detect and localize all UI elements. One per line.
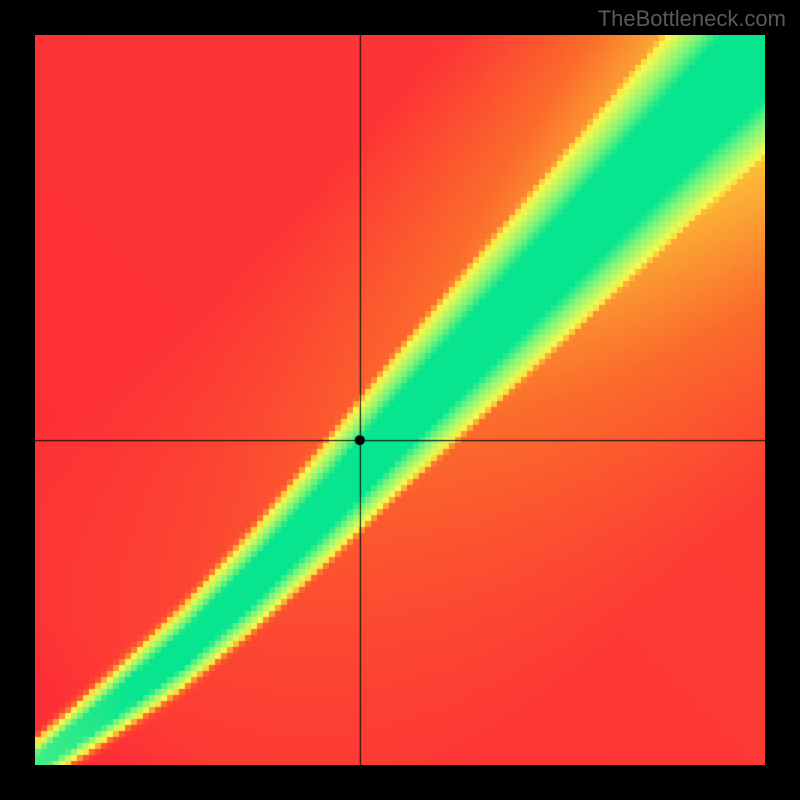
bottleneck-heatmap: [35, 35, 765, 765]
watermark-text: TheBottleneck.com: [598, 6, 786, 32]
heatmap-canvas: [35, 35, 765, 765]
